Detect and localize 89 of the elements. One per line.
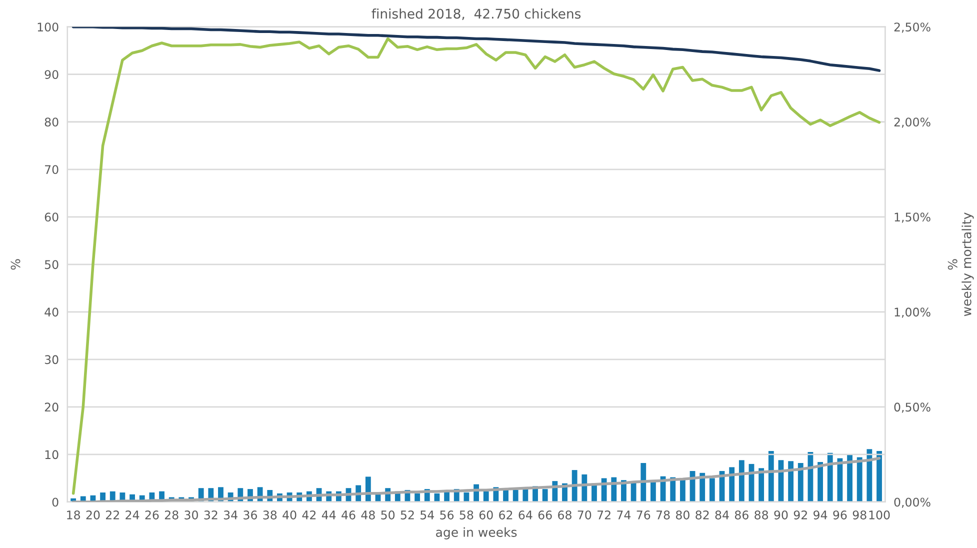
x-tick-label: 32 bbox=[204, 510, 218, 520]
x-tick-label: 82 bbox=[696, 510, 709, 520]
x-tick-label: 90 bbox=[774, 510, 788, 520]
x-tick-label: 34 bbox=[224, 510, 238, 520]
bar bbox=[866, 449, 872, 502]
x-tick-label: 40 bbox=[282, 510, 296, 520]
y-tick-label: 0 bbox=[52, 498, 58, 507]
x-tick-label: 60 bbox=[479, 510, 493, 520]
bar bbox=[414, 493, 420, 502]
line-series bbox=[72, 456, 881, 502]
bar bbox=[847, 454, 852, 502]
x-tick-label: 22 bbox=[106, 510, 119, 520]
x-tick-label: 96 bbox=[833, 510, 847, 520]
y2-tick-label: 2,50% bbox=[894, 22, 930, 33]
bar bbox=[542, 489, 548, 502]
bar bbox=[650, 482, 656, 502]
x-tick-label: 84 bbox=[715, 510, 729, 520]
x-tick-label: 56 bbox=[440, 510, 454, 520]
y-tick-label: 100 bbox=[38, 22, 58, 32]
y-tick-label: 80 bbox=[44, 118, 58, 127]
bar bbox=[729, 467, 735, 502]
x-tick-label: 46 bbox=[342, 510, 356, 520]
x-tick-label: 52 bbox=[400, 510, 414, 520]
line-series bbox=[72, 26, 881, 72]
chart-title: finished 2018, 42.750 chickens bbox=[372, 8, 581, 20]
y-tick-label: 10 bbox=[45, 450, 58, 460]
x-tick-label: 98 bbox=[852, 510, 866, 520]
x-tick-label: 58 bbox=[460, 510, 474, 520]
y2-tick-label: 2,00% bbox=[894, 118, 930, 128]
bar bbox=[818, 462, 823, 502]
bar bbox=[709, 478, 715, 502]
bar bbox=[758, 468, 764, 502]
x-tick-label: 36 bbox=[244, 510, 257, 520]
x-axis-title: age in weeks bbox=[436, 527, 517, 540]
y2-tick-label: 1,50% bbox=[894, 212, 930, 223]
x-tick-label: 94 bbox=[814, 510, 828, 520]
x-tick-label: 68 bbox=[558, 510, 572, 520]
bar bbox=[512, 490, 518, 502]
y-tick-label: 40 bbox=[44, 308, 58, 317]
x-tick-label: 28 bbox=[164, 510, 178, 520]
y-tick-label: 50 bbox=[44, 260, 58, 270]
x-tick-label: 72 bbox=[598, 510, 610, 520]
bar bbox=[572, 470, 578, 502]
y-tick-label: 30 bbox=[44, 355, 58, 364]
x-tick-label: 86 bbox=[734, 510, 748, 520]
x-tick-label: 76 bbox=[636, 510, 650, 520]
x-tick-label: 20 bbox=[86, 510, 100, 520]
bar bbox=[680, 478, 686, 502]
y-tick-label: 60 bbox=[44, 212, 58, 222]
bar bbox=[768, 451, 774, 502]
y-tick-label: 20 bbox=[44, 402, 58, 412]
bar bbox=[738, 460, 744, 502]
x-tick-label: 78 bbox=[656, 510, 670, 520]
x-tick-label: 62 bbox=[499, 510, 512, 520]
x-tick-label: 30 bbox=[184, 510, 198, 520]
x-tick-label: 100 bbox=[869, 510, 890, 520]
line-series bbox=[72, 37, 881, 495]
y-axis-title: % bbox=[10, 259, 20, 270]
y-tick-label: 90 bbox=[44, 70, 58, 80]
bar bbox=[700, 472, 706, 502]
x-tick-label: 66 bbox=[538, 510, 552, 520]
x-tick-label: 54 bbox=[420, 510, 434, 520]
bar bbox=[876, 451, 882, 502]
bar bbox=[827, 452, 833, 502]
y2-tick-label: 0,00% bbox=[894, 498, 930, 508]
y2-tick-label: 0,50% bbox=[894, 402, 930, 413]
bar bbox=[788, 461, 794, 502]
bar bbox=[798, 463, 804, 502]
x-tick-label: 50 bbox=[381, 510, 395, 520]
y2-axis-title: % weekly mortality bbox=[948, 212, 974, 316]
x-tick-label: 70 bbox=[578, 510, 592, 520]
x-tick-label: 26 bbox=[145, 510, 159, 520]
x-tick-label: 80 bbox=[676, 510, 690, 520]
bar bbox=[640, 463, 646, 502]
x-tick-label: 74 bbox=[617, 510, 631, 520]
x-tick-label: 18 bbox=[67, 510, 80, 520]
y2-tick-label: 1,00% bbox=[894, 308, 930, 318]
x-tick-label: 48 bbox=[361, 510, 375, 520]
x-tick-label: 92 bbox=[794, 510, 807, 520]
bar bbox=[483, 491, 489, 502]
x-tick-label: 24 bbox=[126, 510, 140, 520]
x-tick-label: 42 bbox=[302, 510, 316, 520]
x-tick-label: 88 bbox=[754, 510, 768, 520]
bar bbox=[856, 457, 862, 502]
bar bbox=[837, 458, 843, 502]
x-tick-label: 38 bbox=[263, 510, 277, 520]
x-tick-label: 44 bbox=[322, 510, 336, 520]
y-tick-label: 70 bbox=[45, 165, 58, 174]
x-tick-label: 64 bbox=[518, 510, 532, 520]
